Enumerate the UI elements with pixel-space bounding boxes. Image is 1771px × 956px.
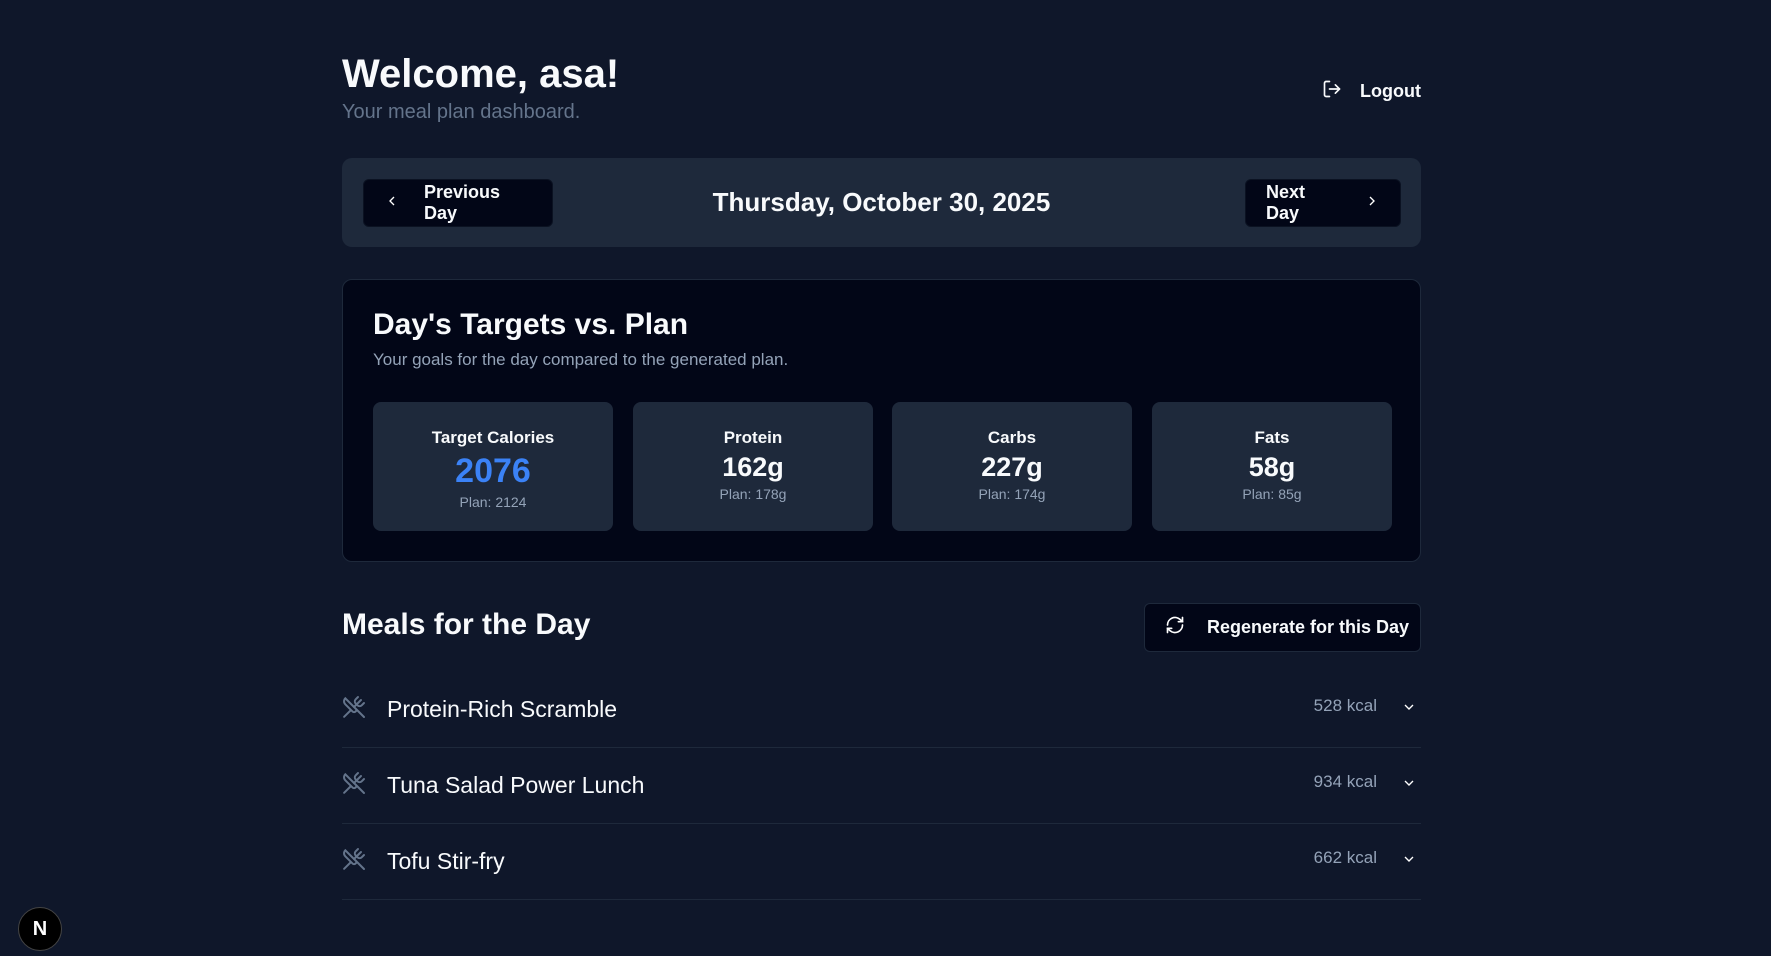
meal-kcal: 528 kcal [1313, 695, 1377, 715]
stat-plan: Plan: 2124 [459, 494, 527, 510]
meal-item[interactable]: Tuna Salad Power Lunch 934 kcal [342, 748, 1421, 824]
chevron-down-icon[interactable] [1401, 699, 1421, 720]
chevron-down-icon[interactable] [1401, 775, 1421, 796]
stat-carbs: Carbs 227g Plan: 174g [892, 402, 1132, 531]
refresh-icon [1165, 615, 1185, 640]
utensils-icon [342, 771, 387, 800]
logout-button[interactable]: Logout [1302, 78, 1441, 104]
previous-day-button[interactable]: Previous Day [363, 179, 553, 227]
meal-name: Tuna Salad Power Lunch [387, 772, 645, 798]
stat-value: 227g [981, 452, 1043, 482]
next-day-button[interactable]: Next Day [1245, 179, 1401, 227]
date-navigator: Thursday, October 30, 2025 Previous Day … [342, 158, 1421, 247]
stat-fats: Fats 58g Plan: 85g [1152, 402, 1392, 531]
logout-icon [1322, 79, 1342, 104]
stat-label: Fats [1254, 428, 1290, 447]
chevron-down-icon[interactable] [1401, 851, 1421, 872]
stat-label: Target Calories [431, 428, 555, 447]
stat-plan: Plan: 174g [978, 486, 1046, 502]
stat-calories: Target Calories 2076 Plan: 2124 [373, 402, 613, 531]
next-day-label: Next Day [1266, 182, 1306, 223]
targets-card: Day's Targets vs. Plan Your goals for th… [342, 279, 1421, 562]
meal-item[interactable]: Protein-Rich Scramble 528 kcal [342, 672, 1421, 748]
stat-label: Carbs [987, 428, 1037, 447]
targets-subtitle: Your goals for the day compared to the g… [373, 350, 789, 369]
meal-name: Protein-Rich Scramble [387, 696, 618, 722]
meal-kcal: 934 kcal [1313, 771, 1377, 791]
logout-label: Logout [1360, 80, 1421, 101]
utensils-icon [342, 847, 387, 876]
nextjs-badge[interactable]: N [18, 907, 62, 951]
stat-value: 162g [722, 452, 784, 482]
previous-day-label: Previous Day [424, 182, 501, 223]
regenerate-label: Regenerate for this Day [1207, 617, 1410, 637]
meal-name: Tofu Stir-fry [387, 848, 505, 874]
page-title: Welcome, asa! [342, 52, 620, 96]
targets-title: Day's Targets vs. Plan [373, 308, 689, 341]
meal-item[interactable]: Tofu Stir-fry 662 kcal [342, 824, 1421, 900]
page-subtitle: Your meal plan dashboard. [342, 101, 581, 123]
stat-plan: Plan: 178g [719, 486, 787, 502]
stat-protein: Protein 162g Plan: 178g [633, 402, 873, 531]
stat-plan: Plan: 85g [1242, 486, 1302, 502]
chevron-right-icon [1364, 193, 1380, 214]
stat-label: Protein [723, 428, 783, 447]
regenerate-button[interactable]: Regenerate for this Day [1144, 603, 1421, 652]
chevron-left-icon [384, 193, 400, 214]
meals-title: Meals for the Day [342, 608, 591, 641]
stat-value: 2076 [455, 452, 531, 490]
meal-kcal: 662 kcal [1313, 847, 1377, 867]
utensils-icon [342, 695, 387, 724]
stat-value: 58g [1248, 452, 1296, 482]
current-date: Thursday, October 30, 2025 [712, 187, 1051, 217]
